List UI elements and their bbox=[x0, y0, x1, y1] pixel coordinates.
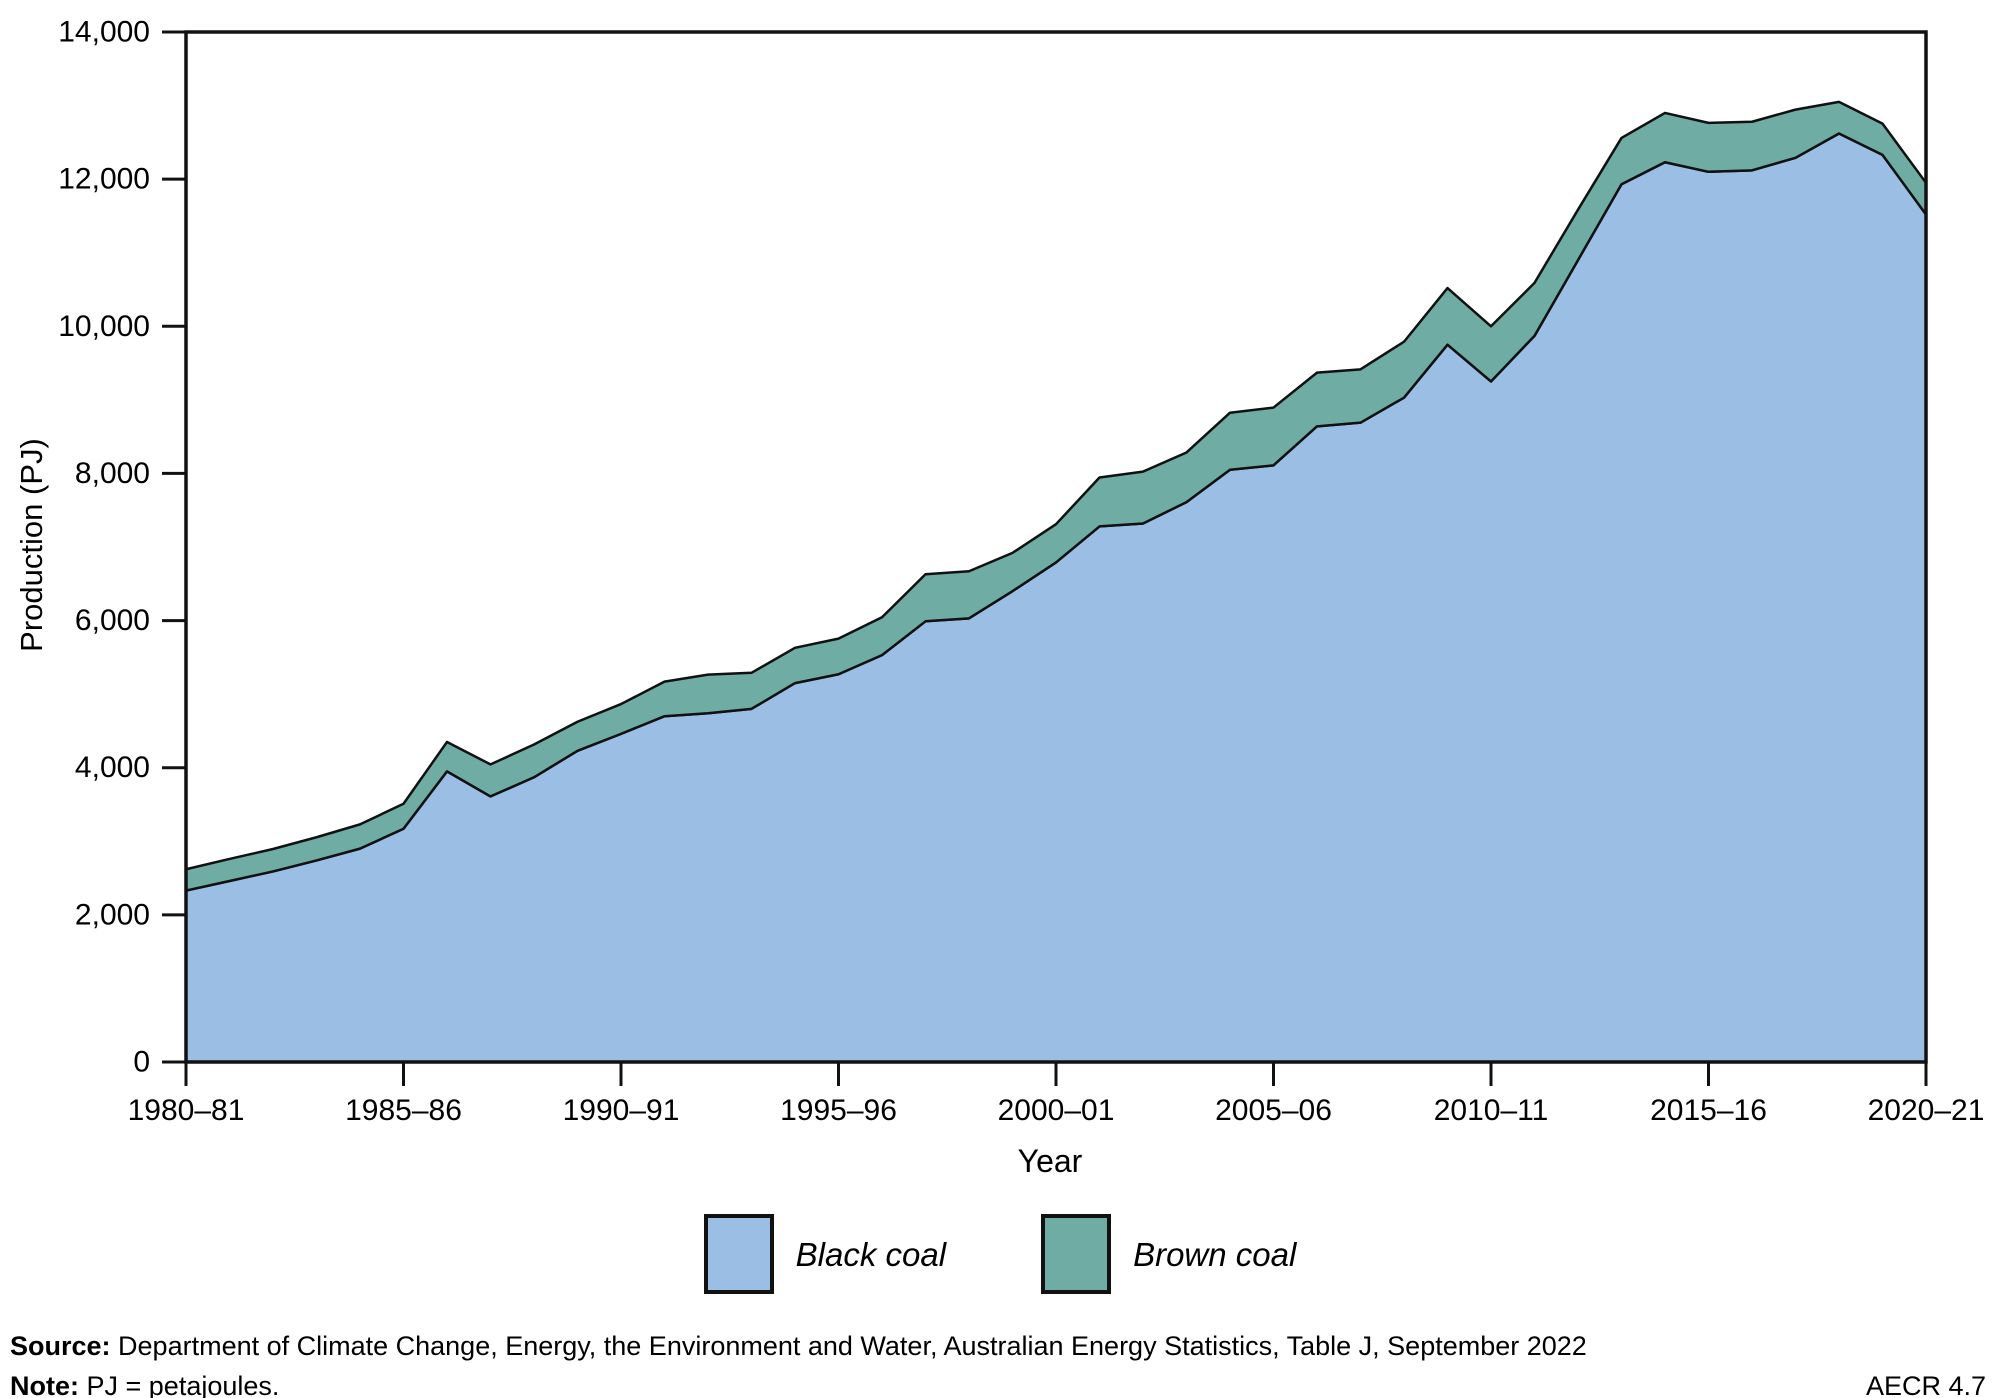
x-tick-label: 2005–06 bbox=[1215, 1094, 1332, 1127]
y-tick-label: 4,000 bbox=[75, 751, 150, 784]
black-coal-area bbox=[184, 132, 1928, 1064]
y-tick-label: 14,000 bbox=[58, 16, 150, 49]
black-coal-legend-label: Black coal bbox=[795, 1235, 947, 1273]
x-tick-label: 2010–11 bbox=[1434, 1094, 1549, 1127]
y-tick-label: 0 bbox=[133, 1046, 150, 1079]
figure-code: AECR 4.7 bbox=[1865, 1371, 1986, 1398]
source-text: Department of Climate Change, Energy, th… bbox=[110, 1331, 1587, 1361]
brown-coal-legend-label: Brown coal bbox=[1133, 1235, 1297, 1273]
black-coal-swatch bbox=[703, 1214, 774, 1294]
x-tick-label: 2020–21 bbox=[1868, 1094, 1985, 1127]
y-tick-label: 12,000 bbox=[58, 163, 150, 196]
y-tick-label: 10,000 bbox=[58, 310, 150, 343]
note-label: Note: bbox=[10, 1371, 79, 1398]
note-text: PJ = petajoules. bbox=[79, 1371, 280, 1398]
source-label: Source: bbox=[10, 1331, 111, 1361]
y-axis-title: Production (PJ) bbox=[14, 438, 49, 652]
source-line: Source: Department of Climate Change, En… bbox=[10, 1326, 1587, 1366]
x-tick-label: 1980–81 bbox=[128, 1094, 245, 1127]
y-tick-label: 6,000 bbox=[75, 604, 150, 637]
x-tick-label: 2015–16 bbox=[1650, 1094, 1767, 1127]
plot-frame bbox=[184, 30, 1928, 1064]
legend-item-black-coal: Black coal bbox=[703, 1214, 947, 1294]
x-tick-label: 1995–96 bbox=[780, 1094, 897, 1127]
x-tick-label: 2000–01 bbox=[998, 1094, 1115, 1127]
y-tick-label: 8,000 bbox=[75, 457, 150, 490]
y-tick-label: 2,000 bbox=[75, 898, 150, 931]
chart-legend: Black coal Brown coal bbox=[0, 1214, 2000, 1294]
brown-coal-swatch bbox=[1041, 1214, 1112, 1294]
x-tick-label: 1985–86 bbox=[345, 1094, 462, 1127]
stacked-area-chart: 0 2,000 4,000 6,000 8,000 10,000 12,000 14,000 1… bbox=[14, 16, 1985, 1180]
figure-footnotes: Source: Department of Climate Change, En… bbox=[10, 1326, 1587, 1398]
legend-item-brown-coal: Brown coal bbox=[1041, 1214, 1296, 1294]
x-tick-label: 1990–91 bbox=[563, 1094, 680, 1127]
x-axis-title: Year bbox=[1018, 1143, 1083, 1179]
note-line: Note: PJ = petajoules. bbox=[10, 1366, 1587, 1398]
